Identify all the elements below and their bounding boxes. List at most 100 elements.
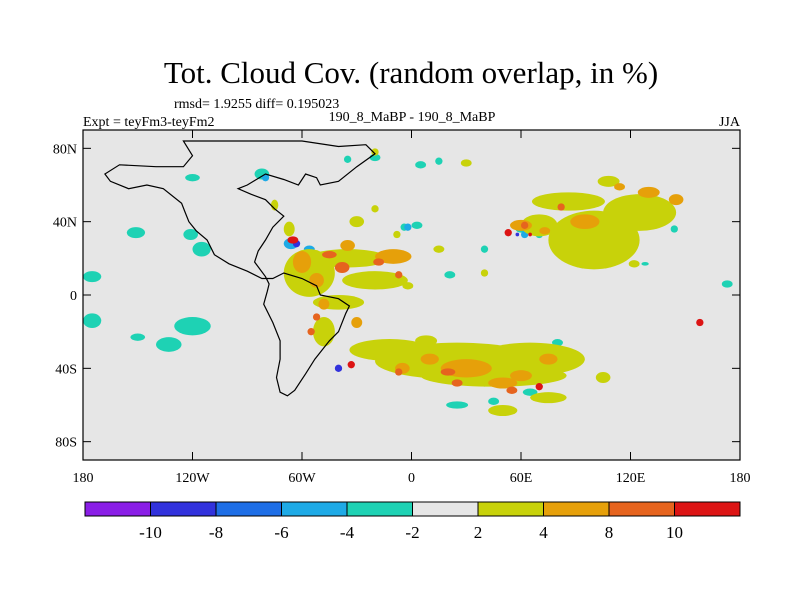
- contour-blob-3-5: [349, 216, 365, 228]
- contour-blob-0-5: [174, 317, 211, 336]
- contour-blob-4-8: [539, 353, 558, 365]
- contour-blob-5-10: [395, 368, 403, 376]
- colorbar-box-3: [281, 501, 348, 517]
- contour-blob-0-3: [83, 271, 102, 283]
- x-tick-label-3: 0: [408, 471, 415, 486]
- contour-blob-3-7: [393, 230, 401, 239]
- y-tick-label-0: 80N: [53, 142, 77, 157]
- contour-blob-4-14: [637, 186, 660, 198]
- colorbar-label-5: 2: [474, 523, 483, 542]
- contour-blob-3-2: [342, 271, 408, 290]
- colorbar-label-1: -8: [209, 523, 223, 542]
- stats-label: rmsd= 1.9255 diff= 0.195023: [174, 97, 339, 112]
- contour-blob-3-17: [597, 175, 620, 187]
- contour-blob-0-28: [641, 262, 649, 266]
- contour-blob-6-0: [287, 236, 299, 244]
- x-tick-label-2: 60W: [288, 471, 316, 486]
- y-tick-label-4: 80S: [55, 436, 77, 451]
- contour-blob-4-2: [318, 298, 330, 310]
- contour-blob-4-0: [292, 251, 312, 273]
- contour-blob-4-11: [510, 219, 532, 231]
- contour-blob-6-5: [528, 232, 532, 237]
- coastline: [104, 140, 376, 397]
- colorbar-label-0: -10: [139, 523, 162, 542]
- contour-blob-5-5: [506, 386, 518, 395]
- contour-blob-1-3: [404, 223, 412, 231]
- contour-blob-0-4: [83, 313, 102, 328]
- contour-blob-3-23: [371, 148, 379, 156]
- contour-blob-6-4: [535, 383, 543, 391]
- contour-blob-3-19: [433, 245, 445, 253]
- contour-blob-5-4: [451, 379, 463, 387]
- colorbar: -10 -8 -6 -4 -2 2 4 8 10: [84, 501, 741, 542]
- contour-blob-0-13: [435, 157, 443, 165]
- contour-blob-3-6: [371, 205, 379, 213]
- contour-blob-0-14: [411, 221, 423, 229]
- contour-blob-4-15: [614, 183, 626, 191]
- contour-blob-3-26: [283, 221, 295, 237]
- contour-blob-0-16: [444, 271, 456, 279]
- axes: 180 120W 60W 0 60E 120E 180 80N 40N 0 40S 80S: [53, 130, 751, 486]
- contour-blob-4-10: [420, 353, 439, 365]
- contour-blob-3-10: [475, 342, 585, 376]
- contour-blob-0-1: [183, 229, 198, 240]
- contour-blob-2-3: [515, 232, 520, 237]
- y-tick-label-3: 40S: [55, 362, 77, 377]
- contour-blob-3-11: [349, 339, 430, 361]
- contour-blob-4-5: [340, 240, 355, 251]
- contour-blob-3-16: [603, 194, 677, 231]
- contour-blob-6-1: [504, 229, 512, 237]
- contour-blob-5-2: [373, 258, 385, 266]
- colorbar-box-0: [84, 501, 151, 517]
- contour-blob-5-6: [440, 368, 456, 376]
- x-tick-label-6: 180: [730, 471, 751, 486]
- contour-blob-4-3: [351, 317, 363, 328]
- colorbar-box-9: [674, 501, 741, 517]
- contour-blob-0-18: [522, 388, 538, 396]
- contour-blob-5-11: [521, 221, 529, 229]
- contour-blob-5-9: [557, 203, 565, 211]
- contour-blob-0-0: [126, 227, 146, 239]
- contour-blob-3-20: [415, 335, 438, 347]
- contour-blob-3-29: [402, 282, 414, 290]
- contour-blob-0-17: [446, 401, 469, 409]
- colorbar-box-2: [215, 501, 282, 517]
- contour-blob-5-7: [312, 313, 321, 321]
- contour-blob-4-12: [539, 227, 551, 235]
- x-tick-label-0: 180: [73, 471, 94, 486]
- colorbar-label-8: 10: [666, 523, 683, 542]
- season-label: JJA: [719, 115, 741, 130]
- contour-blob-5-0: [322, 251, 337, 259]
- contour-blob-3-28: [628, 260, 640, 268]
- contour-blob-4-13: [570, 214, 600, 230]
- contour-blob-0-12: [415, 161, 427, 169]
- contour-blob-6-2: [696, 318, 704, 327]
- contour-blob-4-7: [488, 377, 518, 389]
- contour-blob-0-8: [185, 174, 200, 182]
- contour-blob-4-4: [375, 249, 412, 264]
- plot-background: [83, 130, 740, 460]
- contour-blob-3-21: [595, 372, 611, 383]
- contour-blob-0-24: [670, 225, 678, 233]
- colorbar-label-6: 4: [539, 523, 548, 542]
- contour-blob-0-11: [343, 155, 352, 163]
- colorbar-box-6: [477, 501, 544, 517]
- contour-blob-3-22: [460, 159, 472, 167]
- contour-blob-3-25: [270, 199, 279, 211]
- contour-blob-3-12: [530, 392, 567, 404]
- contour-blob-6-3: [347, 361, 355, 369]
- contour-blob-5-1: [334, 262, 350, 273]
- contour-blob-3-24: [488, 405, 518, 416]
- colorbar-box-5: [412, 501, 479, 517]
- contour-blob-0-6: [156, 337, 182, 352]
- contour-blob-0-2: [192, 241, 211, 257]
- colorbar-label-4: -2: [405, 523, 419, 542]
- colorbar-box-8: [608, 501, 675, 517]
- contour-blob-0-25: [721, 280, 733, 288]
- x-tick-label-1: 120W: [175, 471, 210, 486]
- chart-title: Tot. Cloud Cov. (random overlap, in %): [164, 55, 658, 90]
- contour-blob-1-2: [261, 174, 270, 182]
- contour-blob-3-27: [480, 269, 489, 277]
- y-tick-label-2: 0: [70, 289, 77, 304]
